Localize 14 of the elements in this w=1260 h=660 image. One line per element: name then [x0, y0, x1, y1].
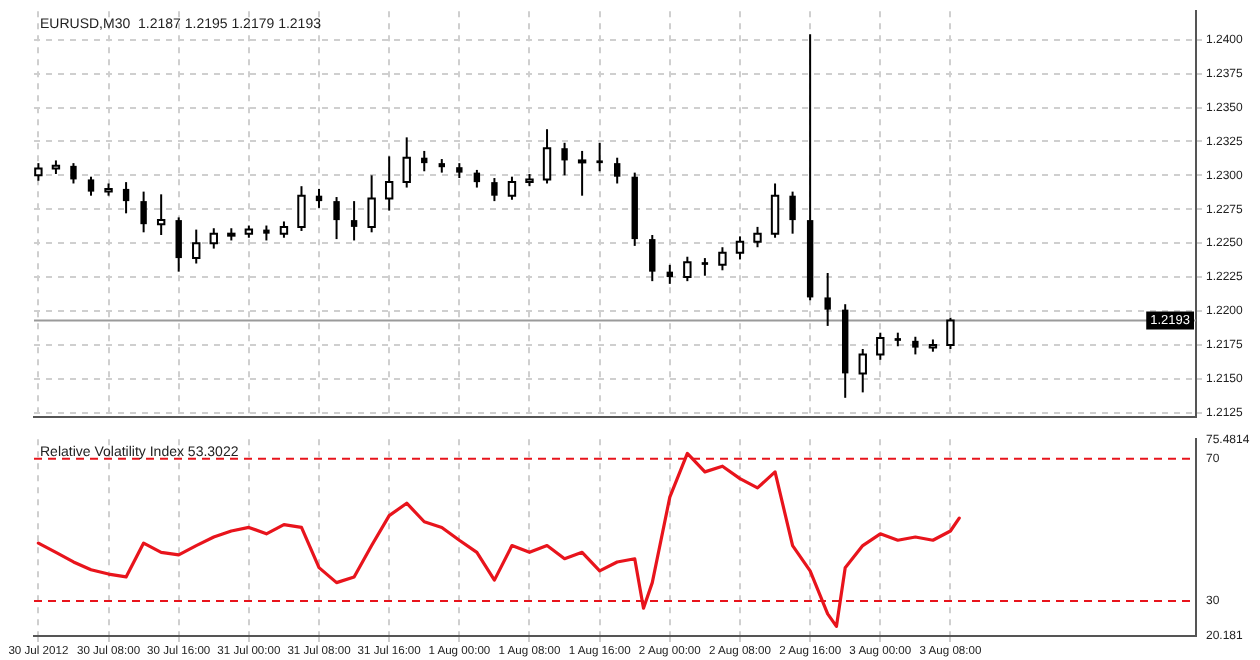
- candlestick: [649, 234, 656, 283]
- candlestick: [789, 190, 796, 235]
- candlestick: [824, 272, 831, 327]
- candlestick: [333, 196, 340, 241]
- candlestick: [491, 177, 498, 203]
- candlestick: [561, 141, 568, 177]
- candlestick: [122, 181, 130, 215]
- candlestick: [70, 162, 77, 185]
- candlestick: [350, 200, 358, 242]
- candlestick: [140, 190, 147, 234]
- candlestick: [87, 175, 95, 197]
- candlestick: [596, 141, 603, 173]
- candlestick: [613, 156, 621, 185]
- candlestick: [175, 216, 182, 273]
